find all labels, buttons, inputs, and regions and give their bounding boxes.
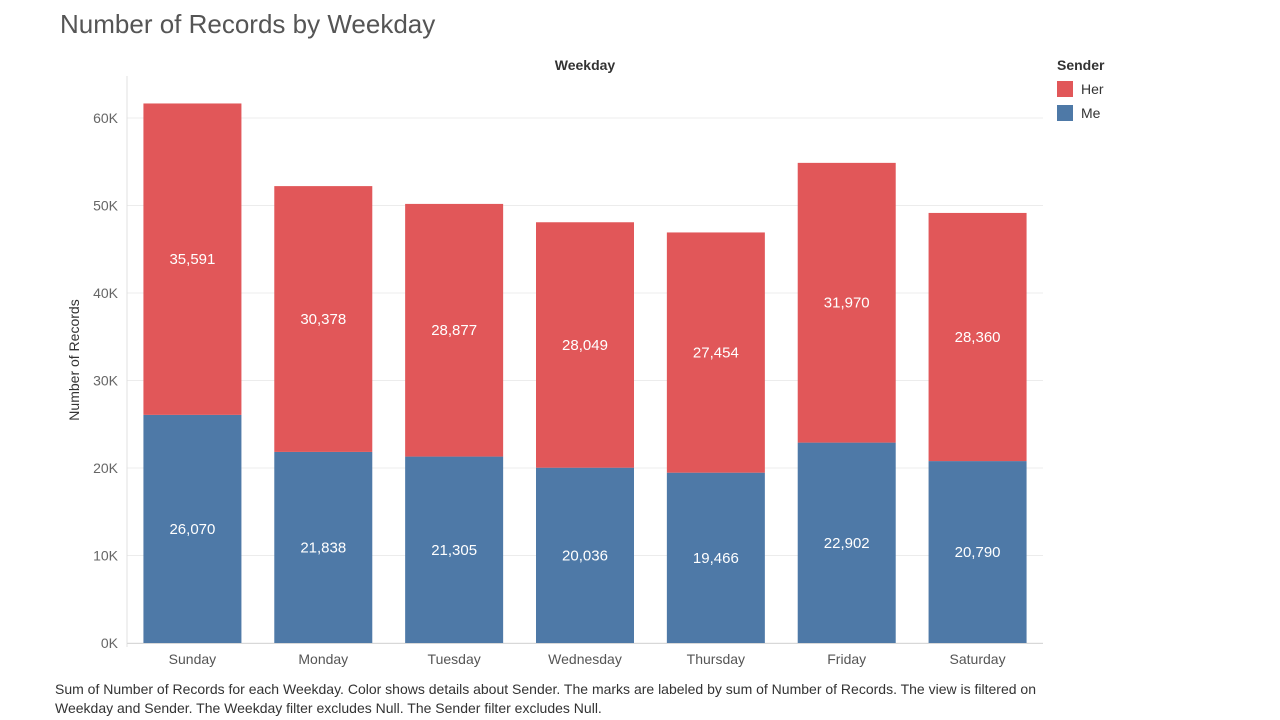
y-tick-label-50k: 50K	[93, 198, 119, 214]
data-label-me-saturday: 20,790	[955, 544, 1001, 561]
x-tick-label-sunday: Sunday	[169, 651, 216, 667]
legend-swatch-her	[1057, 81, 1073, 97]
y-tick-label-20k: 20K	[93, 460, 119, 476]
y-tick-label-30k: 30K	[93, 373, 119, 389]
data-label-her-wednesday: 28,049	[562, 337, 608, 354]
data-label-me-wednesday: 20,036	[562, 547, 608, 564]
y-tick-label-10k: 10K	[93, 548, 119, 564]
legend-item-her[interactable]: Her	[1057, 77, 1104, 101]
data-label-me-sunday: 26,070	[169, 521, 215, 538]
legend-swatch-me	[1057, 105, 1073, 121]
column-header-weekday: Weekday	[555, 57, 616, 73]
data-label-me-thursday: 19,466	[693, 550, 739, 567]
x-tick-label-tuesday: Tuesday	[428, 651, 481, 667]
bar-me-thursday[interactable]	[666, 472, 765, 643]
bar-me-monday[interactable]	[274, 451, 373, 643]
bar-me-wednesday[interactable]	[536, 467, 634, 643]
legend-label-me: Me	[1081, 105, 1101, 121]
legend-item-me[interactable]: Me	[1057, 101, 1104, 125]
bar-her-monday[interactable]	[274, 186, 373, 452]
data-label-her-saturday: 28,360	[955, 329, 1001, 346]
bar-her-saturday[interactable]	[928, 212, 1027, 462]
x-tick-label-wednesday: Wednesday	[548, 651, 622, 667]
y-tick-label-60k: 60K	[93, 110, 119, 126]
data-label-her-sunday: 35,591	[169, 251, 215, 268]
y-tick-label-40k: 40K	[93, 285, 119, 301]
chart-caption: Sum of Number of Records for each Weekda…	[55, 681, 1036, 716]
x-tick-label-friday: Friday	[827, 651, 866, 667]
bar-her-friday[interactable]	[797, 162, 896, 443]
data-label-her-thursday: 27,454	[693, 345, 739, 362]
bar-her-thursday[interactable]	[666, 232, 765, 473]
data-label-me-tuesday: 21,305	[431, 542, 477, 559]
data-label-me-monday: 21,838	[300, 539, 346, 556]
bar-me-saturday[interactable]	[928, 461, 1027, 643]
legend: Sender Her Me	[1057, 57, 1104, 125]
data-label-me-friday: 22,902	[824, 535, 870, 552]
bar-me-tuesday[interactable]	[405, 456, 504, 643]
legend-label-her: Her	[1081, 81, 1104, 97]
bar-her-wednesday[interactable]	[536, 222, 634, 468]
legend-title: Sender	[1057, 57, 1105, 73]
bar-her-sunday[interactable]	[143, 103, 242, 415]
data-label-her-monday: 30,378	[300, 311, 346, 328]
x-tick-label-monday: Monday	[298, 651, 348, 667]
y-axis-title: Number of Records	[66, 299, 82, 420]
data-label-her-tuesday: 28,877	[431, 322, 477, 339]
data-label-her-friday: 31,970	[824, 295, 870, 312]
x-tick-label-saturday: Saturday	[950, 651, 1006, 667]
x-tick-label-thursday: Thursday	[687, 651, 745, 667]
bar-her-tuesday[interactable]	[405, 203, 504, 457]
bar-me-sunday[interactable]	[143, 414, 242, 643]
bar-me-friday[interactable]	[797, 442, 896, 643]
chart-title: Number of Records by Weekday	[60, 9, 436, 39]
y-tick-label-0k: 0K	[101, 635, 119, 651]
